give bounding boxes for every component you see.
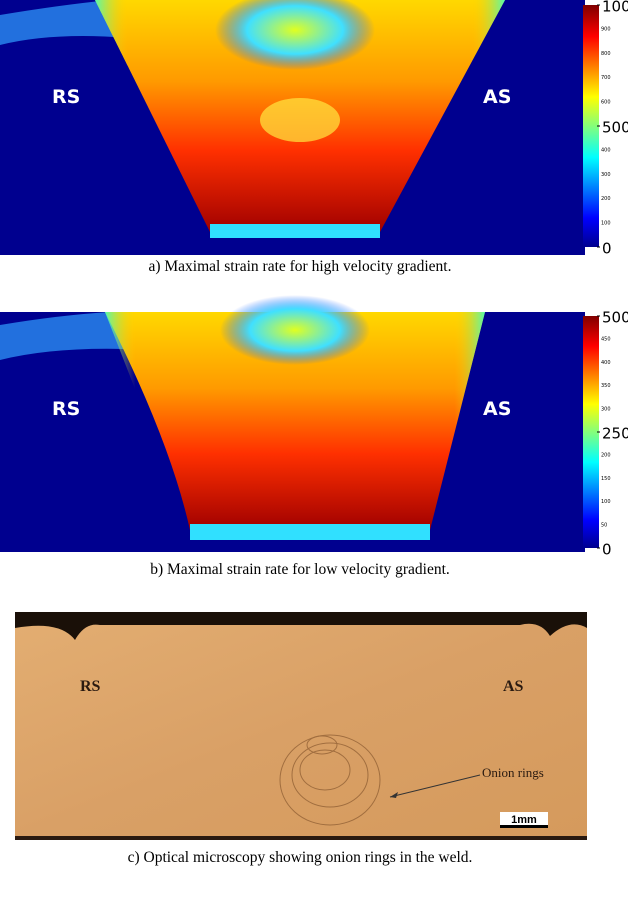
colorbar-label: 250 (602, 425, 628, 443)
colorbar-label: 500 (602, 119, 628, 137)
colorbar-label: 0 (602, 541, 612, 559)
page: {"panels": [ {"left_label": "RS", "right… (0, 0, 628, 900)
side-label: AS (503, 678, 524, 695)
colorbar-minor-label: 100 (601, 220, 611, 226)
side-label: RS (52, 86, 80, 108)
side-label: AS (483, 398, 511, 420)
figure: RS AS a) Maximal strain rate for high velo… (0, 0, 628, 900)
micrograph (15, 612, 587, 840)
colorbar-minor-label: 900 (601, 27, 611, 33)
scale-bar-label: 1mm (511, 814, 537, 826)
colorbar-minor-label: 200 (601, 453, 611, 459)
colorbar-minor-label: 300 (601, 406, 611, 412)
colorbar-minor-label: 400 (601, 360, 611, 366)
colorbar-minor-label: 300 (601, 172, 611, 178)
colorbar-minor-label: 150 (601, 476, 611, 482)
simulation-a (0, 0, 599, 255)
colorbar-label: 500 (602, 309, 628, 327)
colorbar-label: 1000 (602, 0, 628, 16)
colorbar-minor-label: 50 (601, 522, 607, 528)
side-label: RS (52, 398, 80, 420)
colorbar-minor-label: 100 (601, 499, 611, 505)
colorbar-minor-label: 700 (601, 75, 611, 81)
colorbar-minor-label: 600 (601, 99, 611, 105)
colorbar-minor-label: 200 (601, 196, 611, 202)
colorbar-minor-label: 400 (601, 148, 611, 154)
colorbar-label: 0 (602, 240, 612, 258)
caption: c) Optical microscopy showing onion ring… (128, 849, 473, 866)
caption: b) Maximal strain rate for low velocity … (150, 561, 450, 578)
side-label: RS (80, 678, 101, 695)
colorbar-minor-label: 450 (601, 337, 611, 343)
caption: a) Maximal strain rate for high velocity… (148, 258, 451, 275)
side-label: AS (483, 86, 511, 108)
colorbar-minor-label: 350 (601, 383, 611, 389)
colorbar-minor-label: 800 (601, 51, 611, 57)
simulation-b (0, 295, 599, 552)
annotation: Onion rings (482, 765, 544, 780)
